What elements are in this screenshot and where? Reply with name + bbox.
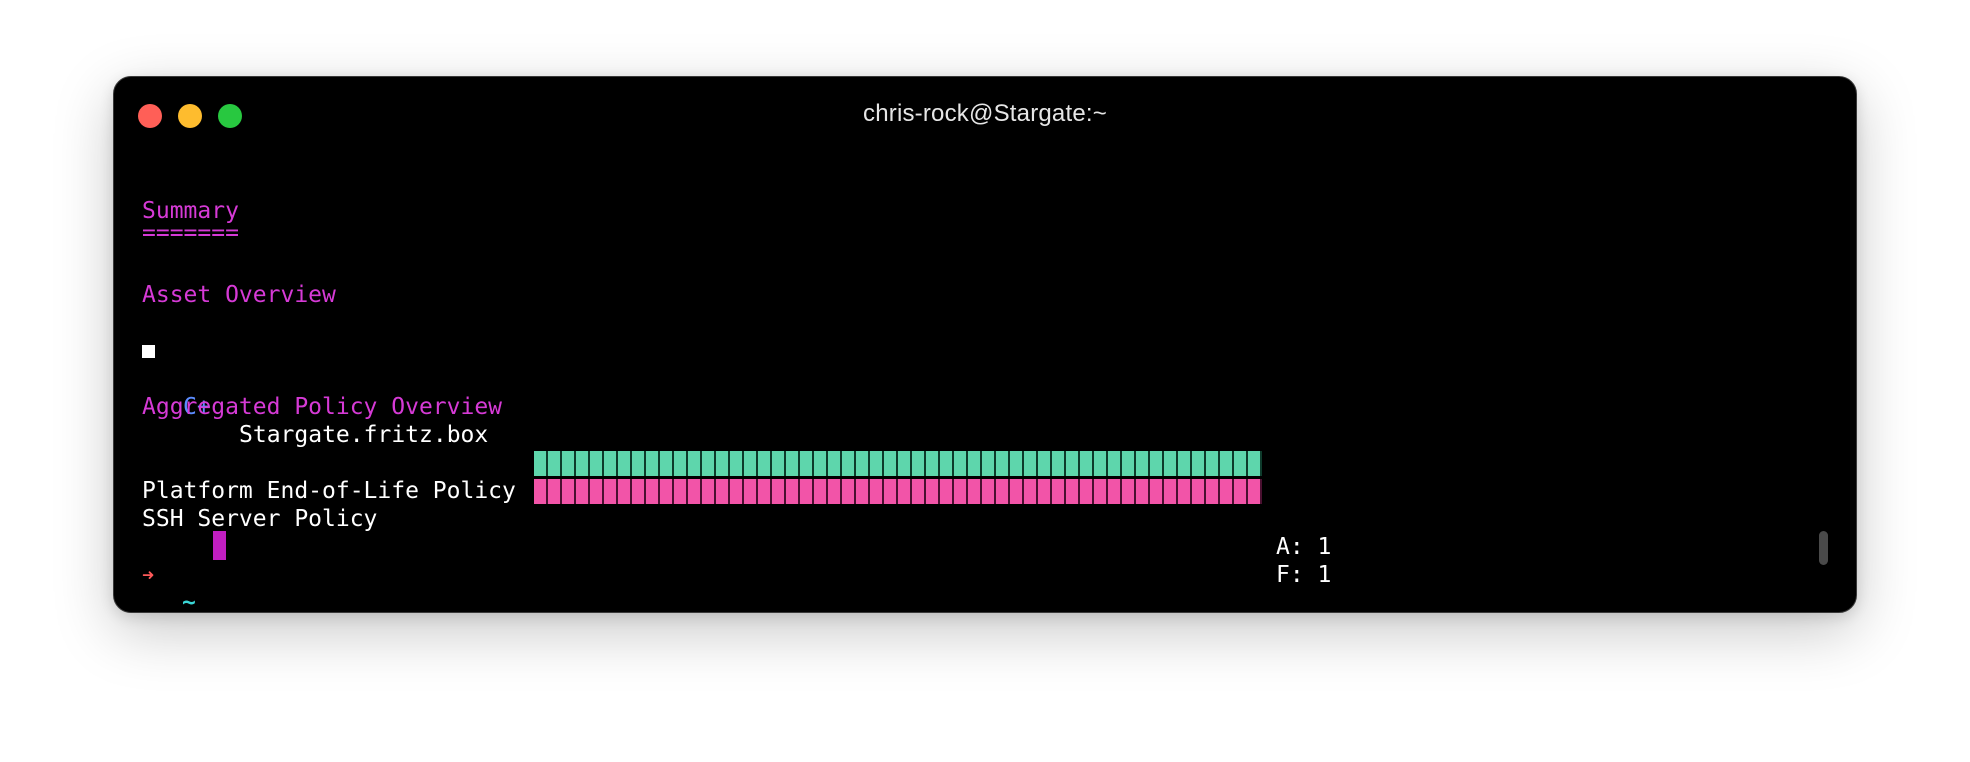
policy-grade-count: A: 1: [1276, 534, 1332, 560]
policy-row: SSH Server Policy F: 1: [142, 477, 1342, 588]
asset-name: Stargate.fritz.box: [239, 422, 489, 448]
policy-grade-bar: [534, 451, 1262, 476]
asset-overview-heading: Asset Overview: [142, 282, 336, 308]
shell-prompt[interactable]: ➜ ~: [142, 531, 342, 612]
summary-underline: =======: [142, 220, 239, 246]
policy-grade-count: F: 1: [1276, 562, 1332, 588]
policy-overview-heading: Aggregated Policy Overview: [142, 394, 503, 420]
policy-name: Platform End-of-Life Policy: [142, 478, 516, 504]
window-title: chris-rock@Stargate:~: [863, 100, 1107, 127]
asset-row: C+ Stargate.fritz.box: [142, 337, 542, 448]
policy-name: SSH Server Policy: [142, 506, 378, 532]
text-cursor: [213, 531, 226, 560]
policy-grade-bar: [534, 479, 1262, 504]
prompt-arrow-icon: ➜: [142, 563, 155, 587]
policy-row: Platform End-of-Life Policy A: 1: [142, 449, 1342, 560]
scrollbar-thumb[interactable]: [1819, 531, 1828, 565]
terminal-window: chris-rock@Stargate:~ Summary ======= As…: [113, 76, 1857, 613]
close-window-button[interactable]: [138, 104, 162, 128]
minimize-window-button[interactable]: [178, 104, 202, 128]
square-bullet-icon: [142, 345, 155, 358]
summary-heading: Summary: [142, 198, 239, 224]
zoom-window-button[interactable]: [218, 104, 242, 128]
prompt-path: ~: [182, 590, 196, 613]
asset-grade: C+: [183, 394, 211, 420]
title-bar: chris-rock@Stargate:~: [114, 77, 1856, 153]
